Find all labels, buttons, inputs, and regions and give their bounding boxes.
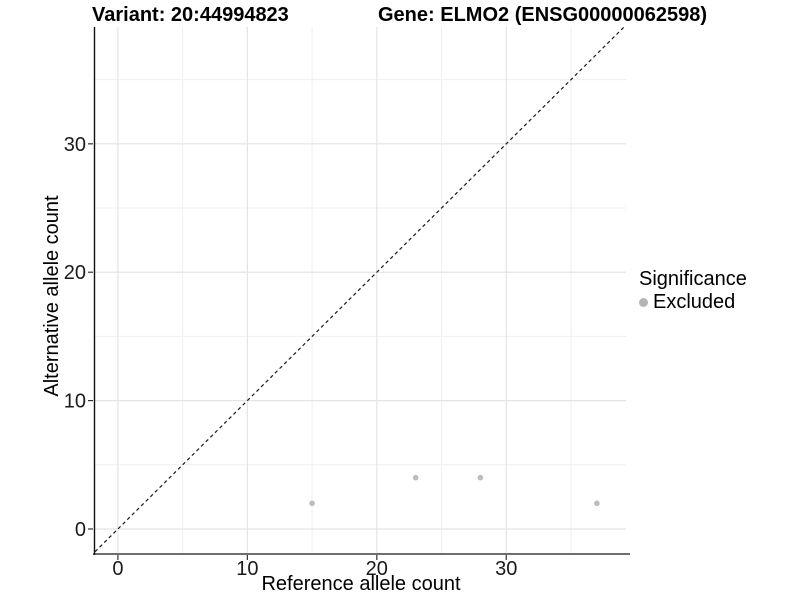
y-axis-label: Alternative allele count bbox=[41, 195, 63, 397]
plot-title-gene: Gene: ELMO2 (ENSG00000062598) bbox=[378, 4, 708, 26]
legend: Significance Excluded bbox=[639, 268, 747, 313]
x-tick-label: 20 bbox=[366, 558, 388, 580]
legend-item-label: Excluded bbox=[653, 291, 736, 313]
data-point bbox=[594, 500, 600, 507]
legend-title: Significance bbox=[639, 268, 747, 290]
x-tick-label: 30 bbox=[495, 558, 517, 580]
data-point bbox=[477, 474, 484, 481]
legend-item-excluded: Excluded bbox=[639, 291, 747, 313]
y-tick-label: 30 bbox=[64, 134, 86, 156]
data-point bbox=[309, 500, 315, 507]
x-axis-label: Reference allele count bbox=[261, 573, 461, 595]
data-point bbox=[412, 474, 419, 481]
point-marker-icon bbox=[639, 297, 648, 307]
plot-title-variant: Variant: 20:44994823 bbox=[92, 4, 289, 26]
y-tick-label: 0 bbox=[75, 519, 86, 541]
y-tick-label: 10 bbox=[64, 391, 86, 413]
identity-line bbox=[94, 26, 625, 553]
x-tick-label: 10 bbox=[236, 558, 258, 580]
x-tick-label: 0 bbox=[112, 558, 123, 580]
y-tick-label: 20 bbox=[64, 262, 86, 284]
